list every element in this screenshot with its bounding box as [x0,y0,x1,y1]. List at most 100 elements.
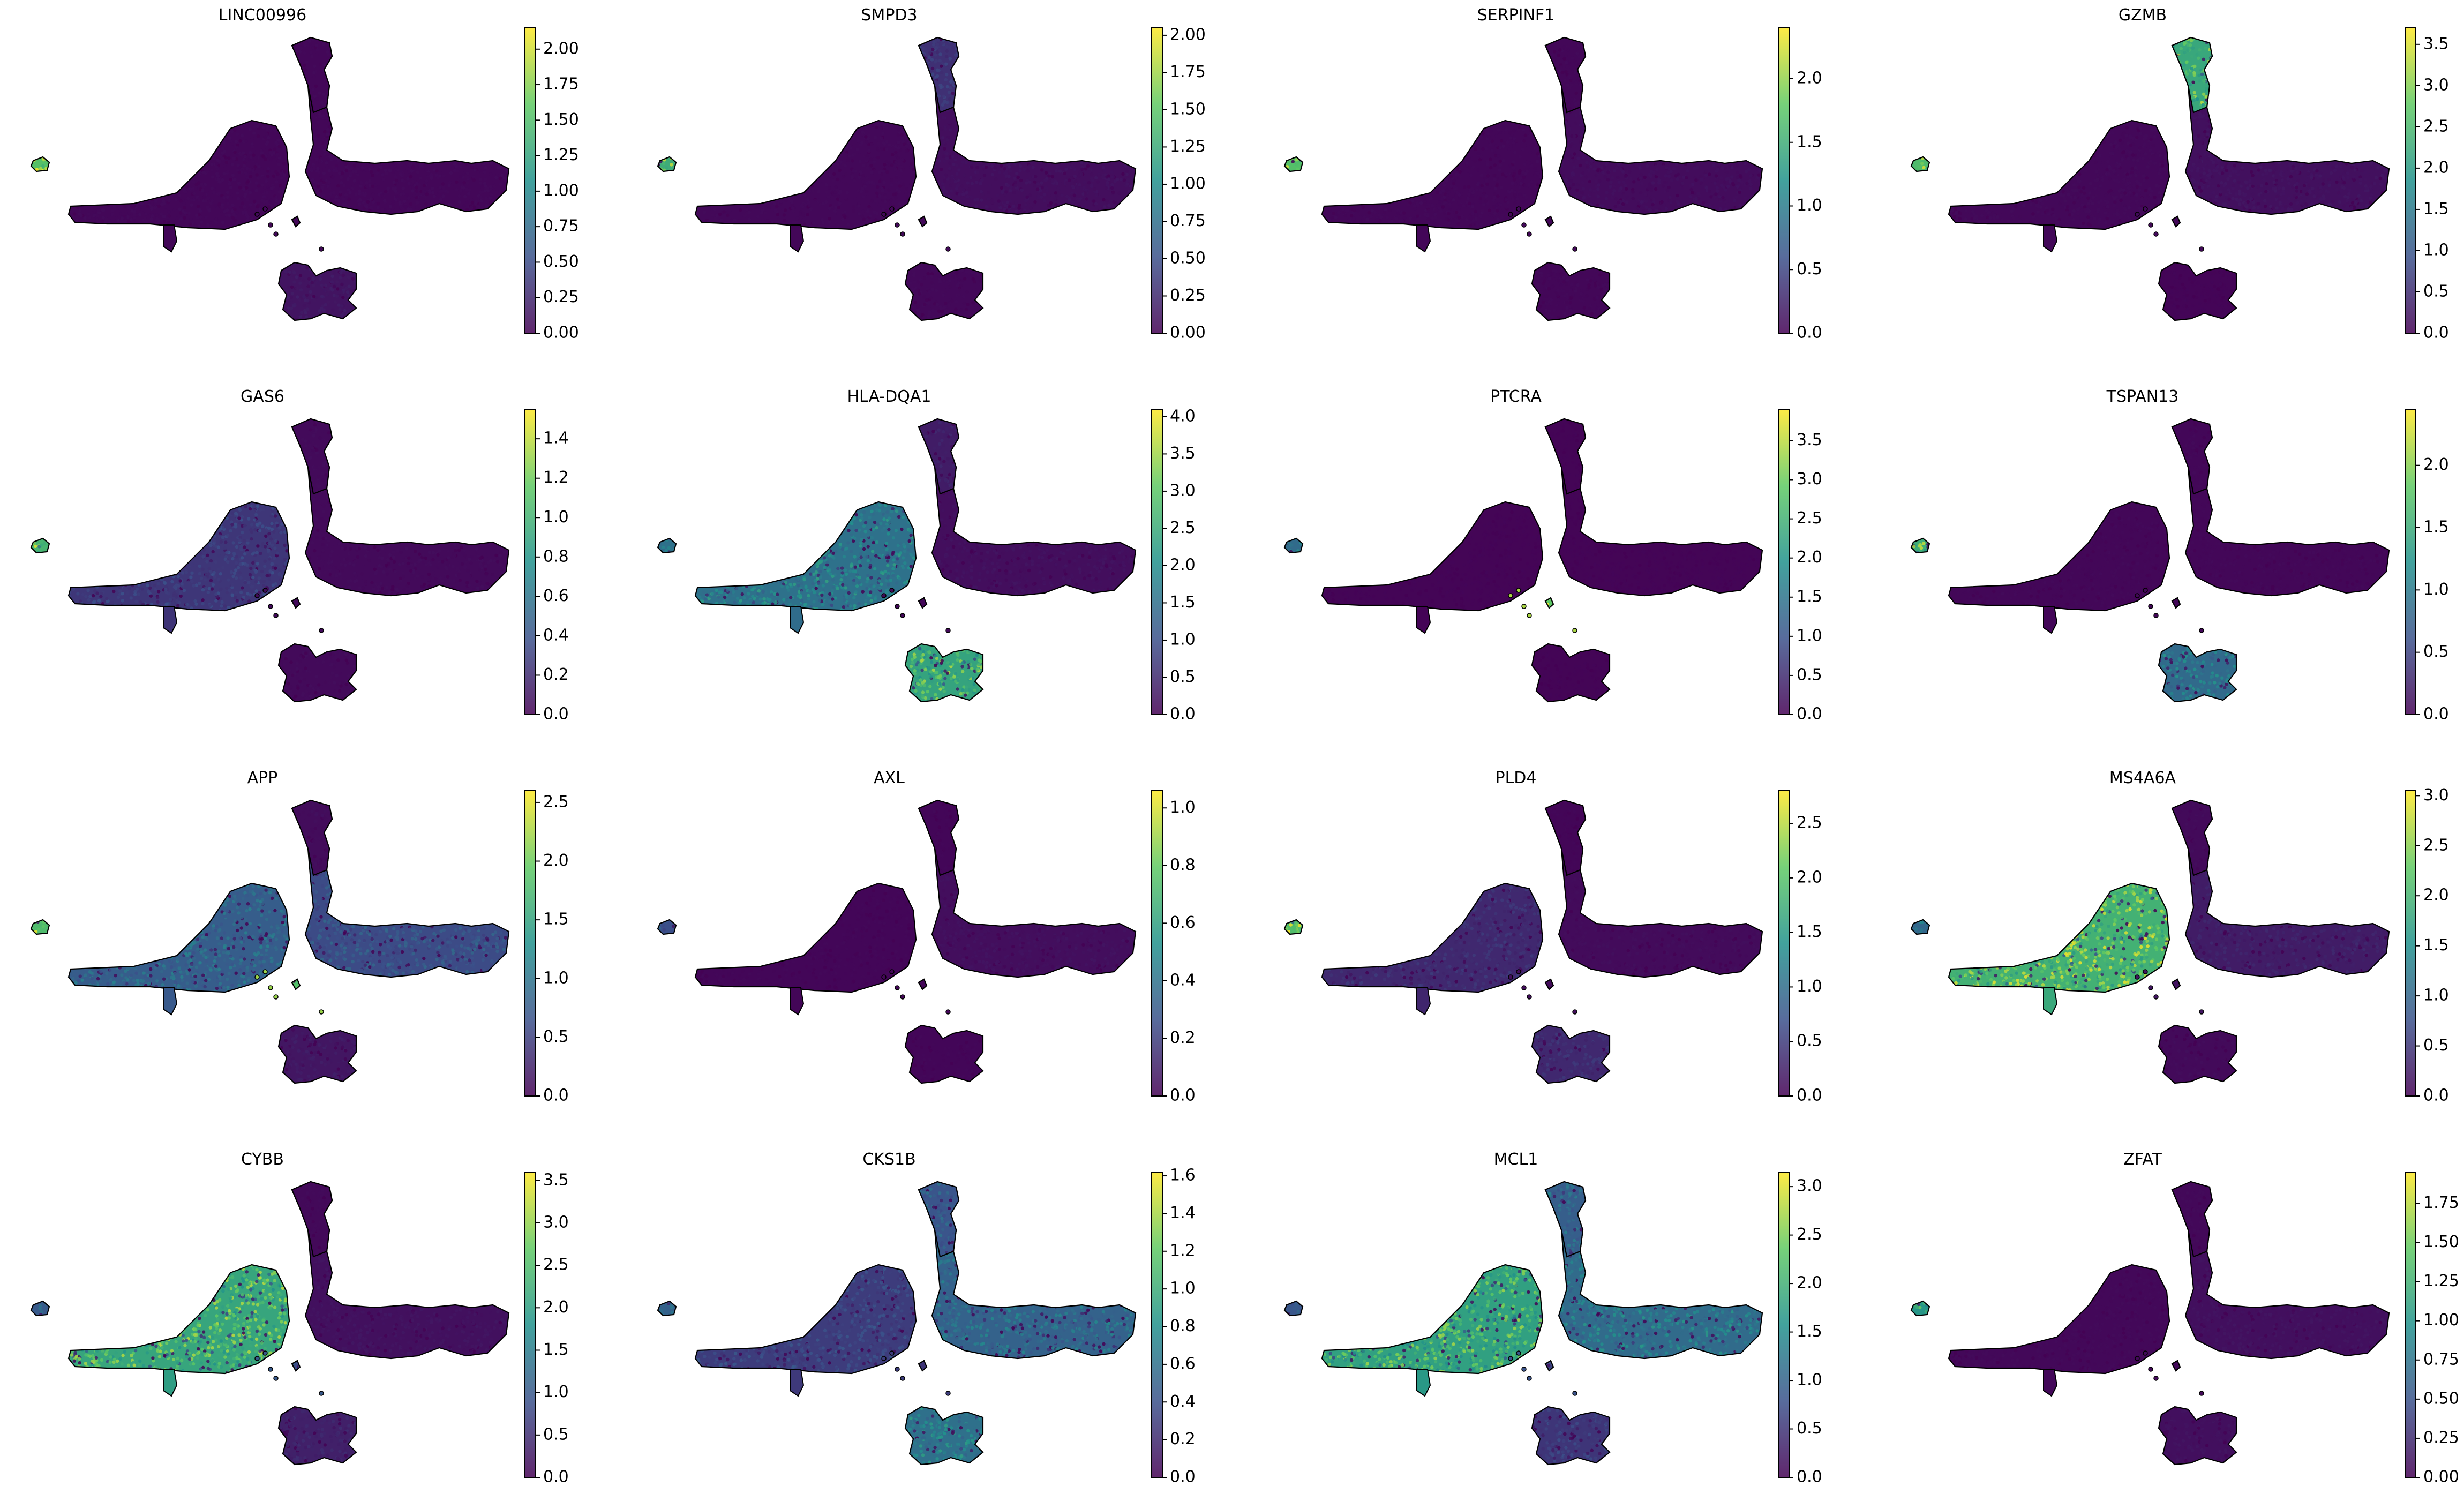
colorbar-tick-label: 1.0 [2423,580,2449,599]
cluster-outline [291,978,301,990]
cluster-outline [277,1024,357,1084]
umap-embedding [1910,36,2390,321]
colorbar-tick-label: 3.0 [1170,481,1196,500]
colorbar-tick-label: 0.4 [1170,1392,1196,1411]
colorbar-tick-label: 1.5 [1797,132,1822,151]
colorbar-tick-label: 2.0 [1797,1274,1822,1293]
cluster-outline [291,597,301,609]
panel-title: MCL1 [1494,1150,1538,1169]
colorbar-tick-label: 0.5 [2423,1036,2449,1055]
cluster-outline [1531,1024,1611,1084]
panel-title: LINC00996 [219,6,306,25]
panel-title: PTCRA [1490,387,1542,406]
cluster-outline [904,1406,984,1466]
colorbar-tick-label: 2.0 [1170,555,1196,574]
colorbar-tick-label: 0.5 [1797,260,1822,279]
cluster-outline [30,1300,50,1317]
cluster-outline [1283,919,1304,935]
colorbar-tick-label: 1.5 [2423,936,2449,955]
colorbar-tick-label: 1.5 [1797,587,1822,606]
colorbar-tick-label: 0.5 [1797,1419,1822,1438]
cluster-outline [918,1360,928,1372]
umap-embedding [1283,1181,1763,1466]
colorbar-tick-label: 0.75 [2423,1350,2459,1369]
colorbar-tick-label: 0.0 [2423,324,2449,342]
colorbar-tick-label: 0.8 [1170,1317,1196,1335]
cluster-outline [2158,1406,2237,1466]
colorbar-tick-label: 1.0 [543,969,569,987]
cluster-outline [657,1300,677,1317]
cluster-outline [1948,119,2170,230]
colorbar-tick-label: 1.5 [1797,922,1822,941]
panel-title: APP [247,769,278,787]
cluster-outline [1321,501,1544,612]
colorbar-tick-label: 1.4 [1170,1204,1196,1222]
colorbar-tick-label: 0.4 [1170,971,1196,989]
cluster-outline [277,643,357,703]
colorbar-tick-label: 1.00 [1170,174,1206,193]
colorbar-tick-label: 2.5 [1797,509,1822,528]
colorbar-tick-label: 1.6 [1170,1166,1196,1185]
colorbar-tick-label: 1.0 [1797,977,1822,996]
colorbar-tick-label: 1.25 [1170,137,1206,156]
colorbar-tick-label: 0.75 [543,217,579,236]
cluster-outline [1531,261,1611,321]
colorbar-tick-label: 2.5 [1797,1225,1822,1244]
cluster-outline [67,1264,290,1375]
cluster-outline [694,882,917,993]
cluster-bottom-cluster [1532,1025,1610,1083]
cluster-outline [2171,36,2213,114]
colorbar-tick-label: 1.5 [543,910,569,929]
colorbar-tick-label: 0.0 [1797,1468,1822,1487]
colorbar-tick-label: 0.6 [543,587,569,605]
colorbar-tick-label: 1.0 [1170,798,1196,817]
cluster-bottom-cluster [279,262,356,320]
cluster-outline [291,215,301,228]
cluster-outline [2158,643,2237,703]
panel-title: MS4A6A [2109,769,2176,787]
colorbar-tick-label: 0.5 [1797,665,1822,684]
colorbar-tick-label: 4.0 [1170,407,1196,425]
cluster-outline [1544,1360,1554,1372]
cluster-outline [918,36,960,114]
colorbar-tick-label: 0.5 [543,1425,569,1444]
feature-panel-gzmb: GZMB 0.0 0.5 1.0 1.5 2.0 2.5 3.0 3.5 [1910,6,2449,342]
colorbar-tick-label: 0.00 [2423,1468,2459,1487]
cluster-outline [277,261,357,321]
colorbar-tick-label: 0.8 [1170,855,1196,874]
colorbar-tick-label: 2.5 [543,792,569,811]
colorbar-tick-label: 3.0 [2423,76,2449,94]
feature-panel-mcl1: MCL1 0.0 0.5 1.0 1.5 2.0 2.5 3.0 [1283,1150,1822,1487]
colorbar-tick-label: 1.2 [1170,1241,1196,1260]
cluster-outline [1321,882,1544,993]
colorbar-tick-label: 3.0 [543,1213,569,1232]
cluster-outline [918,799,960,876]
colorbar: 0.0 0.5 1.0 1.5 2.0 2.5 3.0 3.5 [2405,27,2449,342]
colorbar-tick-label: 1.4 [543,429,569,448]
colorbar-tick-label: 1.0 [2423,986,2449,1005]
colorbar-tick-label: 3.0 [1797,1177,1822,1196]
panel-title: ZFAT [2123,1150,2162,1169]
cluster-outline [694,119,917,230]
cluster-outline [2171,418,2213,495]
colorbar: 0.0 0.5 1.0 1.5 2.0 2.5 3.0 3.5 [524,1170,569,1487]
panel-title: PLD4 [1496,769,1537,787]
colorbar-tick-label: 1.5 [1797,1322,1822,1341]
colorbar-tick-label: 1.0 [1797,196,1822,215]
colorbar-tick-label: 0.6 [1170,1354,1196,1373]
cluster-outline [291,36,333,114]
colorbar-tick-label: 1.2 [543,468,569,487]
cluster-outline [1910,919,1930,935]
panel-title: SERPINF1 [1477,6,1555,25]
feature-panel-linc00996: LINC00996 0.00 0.25 0.50 0.75 1.00 1.25 1.50 1.7… [30,6,579,342]
cluster-outline [30,156,50,172]
colorbar-tick-label: 1.5 [2423,199,2449,218]
feature-panel-axl: AXL 0.0 0.2 0.4 0.6 0.8 1.0 [657,769,1196,1105]
colorbar-tick-label: 0.00 [1170,324,1206,342]
colorbar-tick-label: 1.00 [2423,1311,2459,1330]
cluster-outline [1948,882,2170,993]
cluster-outline [694,1264,917,1375]
cluster-outline [1321,1264,1544,1375]
panel-title: SMPD3 [861,6,917,25]
colorbar-tick-label: 1.0 [1170,1279,1196,1298]
